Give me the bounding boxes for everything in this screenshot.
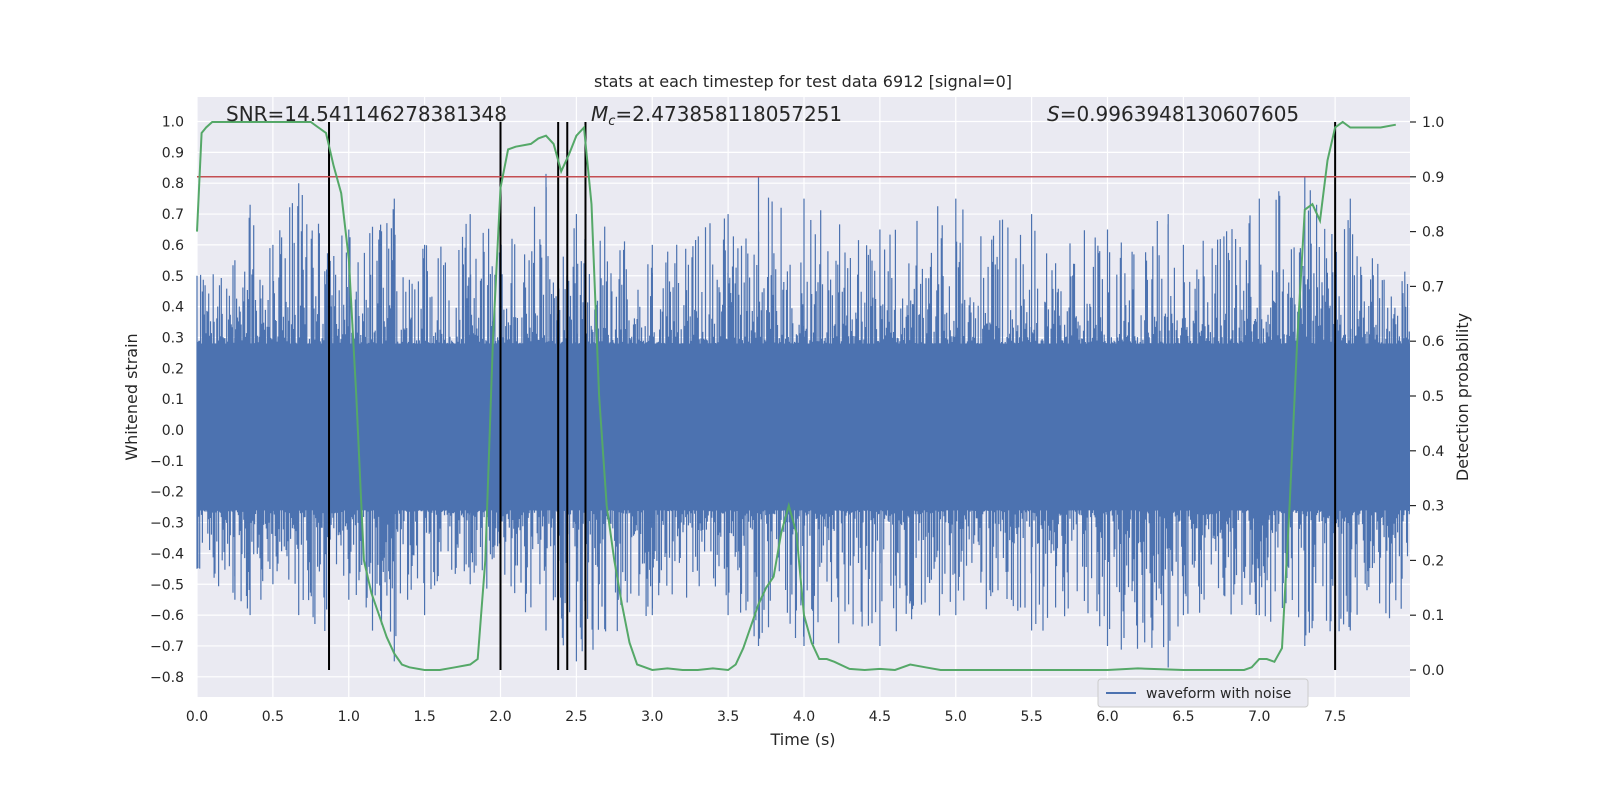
y-tick-label: 0.5 — [162, 269, 184, 285]
y-tick-label: −0.1 — [150, 454, 184, 470]
y-right-tick-label: 0.1 — [1422, 608, 1444, 624]
y-tick-label: −0.3 — [150, 516, 184, 532]
event-markers — [328, 122, 1337, 670]
x-tick-label: 3.0 — [641, 709, 663, 725]
y-tick-label: 0.9 — [162, 145, 184, 161]
y-axis-label: Whitened strain — [122, 333, 141, 460]
legend-label: waveform with noise — [1146, 686, 1291, 702]
y-axis-ticks: −0.8 −0.7 −0.6 −0.5 −0.4 −0.3 −0.2 −0.1 0.0 0.1 0.… — [150, 115, 184, 686]
y-tick-label: 0.8 — [162, 176, 184, 192]
snr-annotation: SNR=14.541146278381348 — [226, 102, 507, 126]
y-right-tick-label: 0.7 — [1422, 279, 1444, 295]
x-tick-label: 2.5 — [565, 709, 587, 725]
x-tick-label: 6.0 — [1096, 709, 1118, 725]
y-right-tick-label: 0.9 — [1422, 170, 1444, 186]
x-tick-label: 0.0 — [186, 709, 208, 725]
x-axis-label: Time (s) — [769, 730, 835, 749]
mc-annotation: Mc=2.473858118057251 — [591, 102, 842, 129]
y-right-tick-label: 1.0 — [1422, 115, 1444, 131]
y-right-tick-label: 0.4 — [1422, 444, 1444, 460]
y-right-tick-label: 0.3 — [1422, 499, 1444, 515]
x-tick-label: 7.0 — [1248, 709, 1270, 725]
y-tick-label: 0.1 — [162, 392, 184, 408]
y-tick-label: 0.3 — [162, 330, 184, 346]
mc-value: =2.473858118057251 — [615, 102, 842, 126]
probability-series — [196, 120, 1396, 672]
chart-title: stats at each timestep for test data 691… — [594, 72, 1012, 91]
y-right-tick-label: 0.8 — [1422, 225, 1444, 241]
s-annotation: S=0.9963948130607605 — [1047, 102, 1299, 126]
x-tick-label: 1.5 — [413, 709, 435, 725]
y-tick-label: 0.7 — [162, 207, 184, 223]
y-right-tick-label: 0.2 — [1422, 553, 1444, 569]
y-tick-label: −0.2 — [150, 485, 184, 501]
y-tick-label: 1.0 — [162, 115, 184, 131]
y-tick-label: −0.6 — [150, 608, 184, 624]
x-tick-label: 4.0 — [793, 709, 815, 725]
x-axis-ticks: 0.0 0.5 1.0 1.5 2.0 2.5 3.0 3.5 4.0 4.5 5.0 5.5 6.0 6… — [186, 709, 1346, 725]
x-tick-label: 7.5 — [1324, 709, 1346, 725]
x-tick-label: 5.0 — [945, 709, 967, 725]
y-tick-label: −0.5 — [150, 577, 184, 593]
y-tick-label: 0.4 — [162, 300, 184, 316]
probability-line — [196, 120, 1396, 672]
y-tick-label: 0.6 — [162, 238, 184, 254]
legend-box — [1097, 678, 1309, 708]
y-tick-label: 0.2 — [162, 361, 184, 377]
y-axis-right-label: Detection probability — [1453, 313, 1472, 481]
waveform-trace — [196, 173, 1410, 668]
x-tick-label: 0.5 — [262, 709, 284, 725]
y-right-tick-label: 0.6 — [1422, 334, 1444, 350]
x-tick-label: 3.5 — [717, 709, 739, 725]
legend: waveform with noise — [1097, 678, 1309, 708]
s-symbol: S — [1047, 102, 1060, 126]
y-tick-label: −0.4 — [150, 546, 184, 562]
mc-symbol: M — [591, 102, 608, 126]
x-tick-label: 4.5 — [869, 709, 891, 725]
x-tick-label: 5.5 — [1020, 709, 1042, 725]
waveform-series — [196, 173, 1410, 668]
y-axis-right-ticks: 0.0 0.1 0.2 0.3 0.4 0.5 0.6 0.7 0.8 0.9 1.0 — [1410, 115, 1444, 679]
y-tick-label: −0.8 — [150, 670, 184, 686]
y-tick-label: 0.0 — [162, 423, 184, 439]
x-tick-label: 6.5 — [1172, 709, 1194, 725]
y-tick-label: −0.7 — [150, 639, 184, 655]
mc-subscript: c — [608, 114, 615, 129]
y-right-tick-label: 0.0 — [1422, 663, 1444, 679]
x-tick-label: 2.0 — [489, 709, 511, 725]
x-tick-label: 1.0 — [338, 709, 360, 725]
s-value: =0.9963948130607605 — [1060, 102, 1299, 126]
y-right-tick-label: 0.5 — [1422, 389, 1444, 405]
